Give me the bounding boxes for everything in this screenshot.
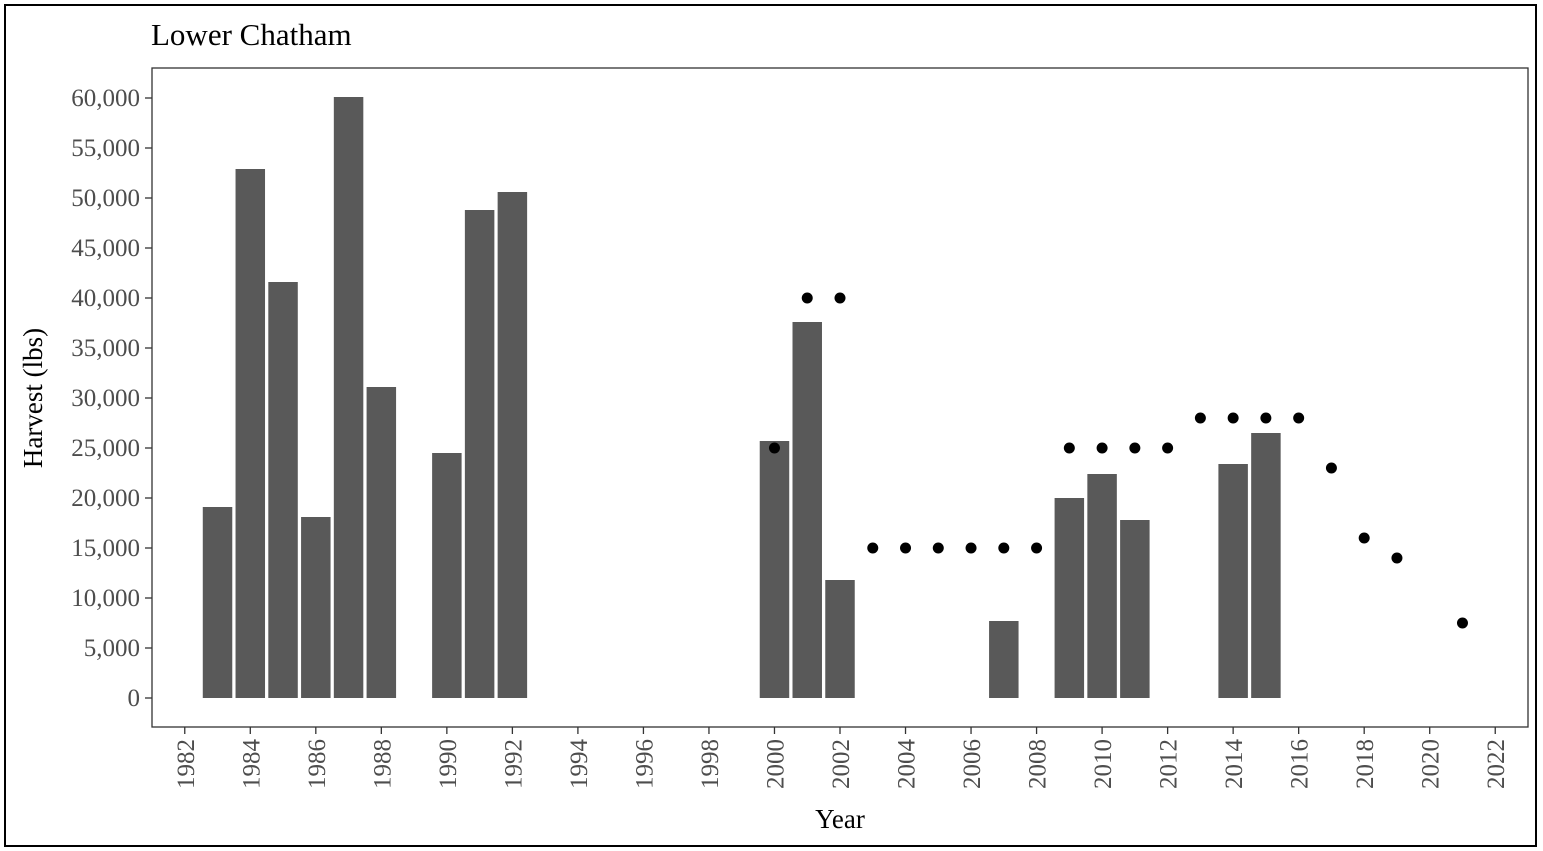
y-tick-label: 25,000 [71, 435, 140, 462]
x-tick-label: 2016 [1287, 739, 1314, 789]
x-tick-label: 1992 [500, 739, 527, 789]
data-point [1162, 442, 1174, 454]
bar [989, 621, 1019, 698]
bar [366, 387, 397, 698]
y-tick-label: 20,000 [71, 485, 140, 512]
x-tick-label: 1998 [697, 739, 724, 789]
data-point [900, 542, 912, 554]
y-tick-label: 15,000 [71, 535, 140, 562]
y-axis: 0 5,000 10,000 15,000 20,000 25,000 30,000 35,0… [71, 85, 152, 712]
data-point [1358, 532, 1370, 544]
x-tick-label: 2022 [1483, 739, 1510, 789]
bar [1218, 464, 1248, 698]
data-point [1456, 617, 1468, 629]
data-point [1031, 542, 1043, 554]
bar [301, 517, 331, 698]
bar [268, 282, 298, 698]
x-tick-label: 2006 [959, 739, 986, 789]
x-tick-label: 1986 [304, 739, 331, 789]
data-point [834, 292, 846, 304]
data-point [1227, 412, 1239, 424]
data-point [1391, 552, 1403, 564]
bar [333, 97, 364, 698]
data-point [801, 292, 813, 304]
x-tick-label: 2008 [1025, 739, 1052, 789]
x-tick-label: 2012 [1156, 739, 1183, 789]
bar [235, 169, 266, 698]
x-tick-label: 2000 [762, 739, 789, 789]
x-tick-label: 1988 [369, 739, 396, 789]
data-point [998, 542, 1010, 554]
y-tick-label: 10,000 [71, 585, 140, 612]
chart-title: Lower Chatham [151, 17, 352, 52]
y-tick-label: 55,000 [71, 135, 140, 162]
point-series [768, 292, 1468, 629]
x-tick-label: 2014 [1221, 739, 1248, 790]
bar [792, 322, 822, 698]
bar [1251, 433, 1281, 698]
bar [759, 441, 790, 698]
y-tick-label: 60,000 [71, 85, 140, 112]
data-point [932, 542, 944, 554]
x-tick-label: 1984 [238, 739, 265, 790]
x-axis: 1982 1984 1986 1988 1990 1992 1994 1996 1998 2000… [173, 727, 1510, 789]
bar [432, 453, 462, 698]
data-point [1325, 462, 1337, 474]
y-tick-label: 50,000 [71, 185, 140, 212]
x-tick-label: 2002 [828, 739, 855, 789]
y-tick-label: 40,000 [71, 285, 140, 312]
data-point [1063, 442, 1075, 454]
x-tick-label: 2004 [894, 739, 921, 790]
bar [464, 210, 495, 698]
bar [1054, 498, 1085, 698]
x-tick-label: 1996 [631, 739, 658, 789]
x-tick-label: 2018 [1352, 739, 1379, 789]
data-point [768, 442, 780, 454]
data-point [1129, 442, 1141, 454]
x-tick-label: 1994 [566, 739, 593, 790]
data-point [1096, 442, 1108, 454]
data-point [1260, 412, 1272, 424]
y-tick-label: 45,000 [71, 235, 140, 262]
bar [497, 192, 528, 698]
data-point [965, 542, 977, 554]
x-tick-label: 1990 [435, 739, 462, 789]
y-tick-label: 30,000 [71, 385, 140, 412]
data-point [867, 542, 879, 554]
x-tick-label: 1982 [173, 739, 200, 789]
bar [825, 580, 855, 698]
data-point [1194, 412, 1206, 424]
bar [1087, 474, 1117, 698]
bar [1120, 520, 1150, 698]
bar [202, 507, 233, 698]
y-axis-title: Harvest (lbs) [18, 328, 48, 468]
x-axis-title: Year [815, 804, 865, 834]
x-tick-label: 2010 [1090, 739, 1117, 789]
data-point [1293, 412, 1305, 424]
y-tick-label: 0 [128, 685, 141, 712]
bar-series [202, 97, 1281, 698]
y-tick-label: 5,000 [84, 635, 140, 662]
y-tick-label: 35,000 [71, 335, 140, 362]
x-tick-label: 2020 [1418, 739, 1445, 789]
